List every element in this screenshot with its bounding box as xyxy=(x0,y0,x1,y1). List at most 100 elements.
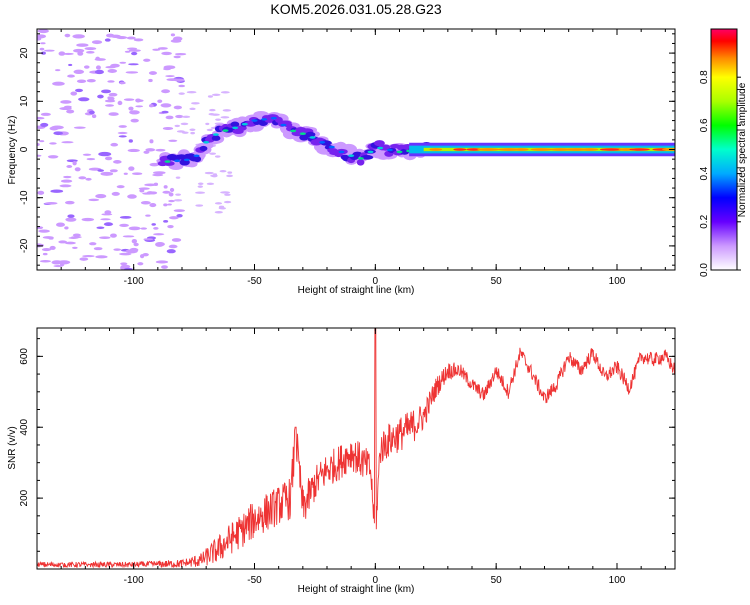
noise-blob xyxy=(118,125,127,128)
ridge-peak xyxy=(348,154,355,157)
noise-blob xyxy=(39,47,45,51)
noise-blob xyxy=(215,118,221,121)
noise-blob xyxy=(149,203,157,208)
noise-blob xyxy=(160,103,172,108)
noise-blob xyxy=(107,69,118,73)
noise-blob xyxy=(53,265,64,268)
ridge-peak xyxy=(280,123,287,127)
noise-blob xyxy=(51,125,64,130)
ridge-peak xyxy=(270,116,277,120)
noise-blob xyxy=(128,49,141,52)
noise-blob xyxy=(220,207,226,210)
noise-blob xyxy=(133,242,139,247)
tone-band-peak xyxy=(618,148,635,151)
ridge-core xyxy=(374,140,385,147)
ridge-core xyxy=(356,159,365,166)
noise-blob xyxy=(125,71,139,74)
ridge-peak xyxy=(232,126,239,130)
noise-blob xyxy=(171,238,182,242)
noise-blob xyxy=(151,223,156,226)
noise-blob xyxy=(140,201,151,205)
noise-blob xyxy=(37,143,40,146)
noise-blob xyxy=(165,115,174,120)
noise-blob xyxy=(162,126,174,130)
noise-blob xyxy=(214,155,221,158)
noise-blob xyxy=(64,226,69,230)
ridge-peak xyxy=(338,150,345,154)
noise-blob xyxy=(95,255,108,259)
noise-blob xyxy=(166,78,179,82)
noise-blob xyxy=(153,171,166,175)
noise-blob xyxy=(76,43,89,47)
noise-blob xyxy=(58,240,68,244)
ridge-core xyxy=(211,135,221,141)
noise-blob xyxy=(135,105,144,108)
noise-blob xyxy=(54,69,61,72)
colorbar-ticks: 0.0 0.2 0.4 0.6 0.8 xyxy=(699,70,741,277)
noise-blob xyxy=(64,200,75,205)
noise-blob xyxy=(56,222,65,227)
noise-blob xyxy=(149,139,154,144)
noise-blob xyxy=(38,229,50,233)
colorbar-tick-label: 0.8 xyxy=(699,70,710,84)
snr-x-tick-label: -50 xyxy=(247,575,262,586)
colorbar: 0.0 0.2 0.4 0.6 0.8 Normalized spectral ampl… xyxy=(699,28,748,277)
spectrogram-x-tick-label: -100 xyxy=(124,276,144,287)
tone-band-peak xyxy=(599,148,624,151)
noise-blob xyxy=(59,184,72,188)
noise-blob xyxy=(119,81,126,85)
noise-blob xyxy=(163,203,168,207)
noise-blob xyxy=(170,39,182,43)
noise-blob xyxy=(72,161,77,166)
spectrogram-y-tick-label: -20 xyxy=(19,238,30,253)
noise-blob xyxy=(166,249,176,254)
noise-blob xyxy=(173,55,181,59)
noise-blob xyxy=(174,52,187,56)
colorbar-tick-label: 0.0 xyxy=(699,263,710,277)
snr-x-tick-label: 50 xyxy=(491,575,503,586)
ridge-peak xyxy=(377,146,384,150)
noise-blob xyxy=(58,51,66,56)
noise-blob xyxy=(88,198,100,202)
noise-blob xyxy=(139,188,145,193)
noise-blob xyxy=(99,236,111,240)
noise-blob xyxy=(152,173,164,177)
noise-blob xyxy=(189,128,196,131)
ridge-peak xyxy=(309,136,316,139)
noise-blob xyxy=(65,217,77,222)
noise-blob xyxy=(78,97,90,102)
spectrogram-marks xyxy=(37,29,675,270)
noise-blob xyxy=(197,185,203,188)
noise-blob xyxy=(117,131,128,135)
noise-blob xyxy=(153,182,159,186)
noise-blob xyxy=(100,218,111,221)
noise-blob xyxy=(72,233,81,237)
noise-blob xyxy=(213,173,218,176)
noise-blob xyxy=(219,169,227,173)
noise-blob xyxy=(62,52,74,55)
noise-blob xyxy=(128,226,141,231)
ridge-core xyxy=(230,121,240,128)
noise-blob xyxy=(42,252,48,256)
noise-blob xyxy=(145,148,156,152)
ridge-peak xyxy=(299,132,306,135)
noise-blob xyxy=(81,217,95,222)
noise-blob xyxy=(109,169,118,173)
noise-blob xyxy=(79,257,89,261)
noise-blob xyxy=(85,177,92,181)
noise-blob xyxy=(125,249,138,254)
tone-band-peak xyxy=(530,148,553,151)
tone-band-peak xyxy=(466,148,481,151)
tone-band-peak xyxy=(580,148,599,151)
noise-blob xyxy=(161,265,168,269)
ridge-peak xyxy=(328,145,335,149)
noise-blob xyxy=(78,176,87,180)
noise-blob xyxy=(48,156,58,159)
noise-blob xyxy=(148,71,158,75)
ridge-core xyxy=(193,155,202,163)
noise-blob xyxy=(117,100,123,106)
noise-blob xyxy=(195,191,206,194)
noise-blob xyxy=(209,108,216,112)
noise-blob xyxy=(68,63,73,67)
noise-blob xyxy=(223,200,232,204)
